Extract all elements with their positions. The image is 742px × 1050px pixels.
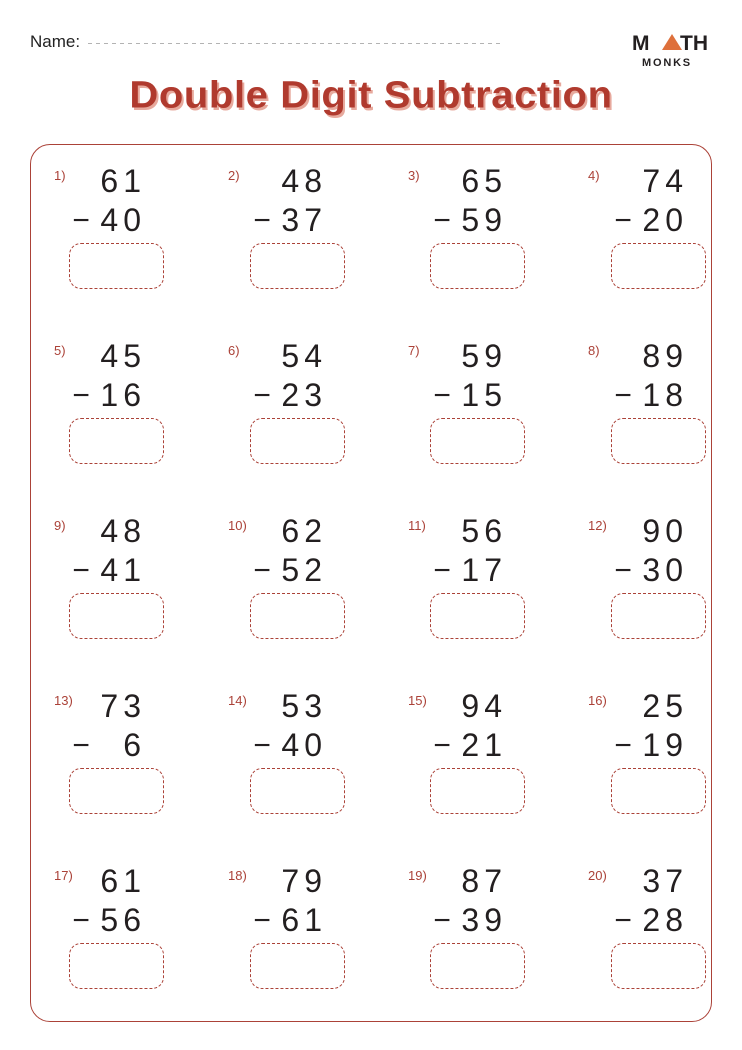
- svg-text:M: M: [632, 32, 650, 55]
- svg-text:TH: TH: [680, 32, 708, 55]
- svg-text:MONKS: MONKS: [642, 57, 692, 69]
